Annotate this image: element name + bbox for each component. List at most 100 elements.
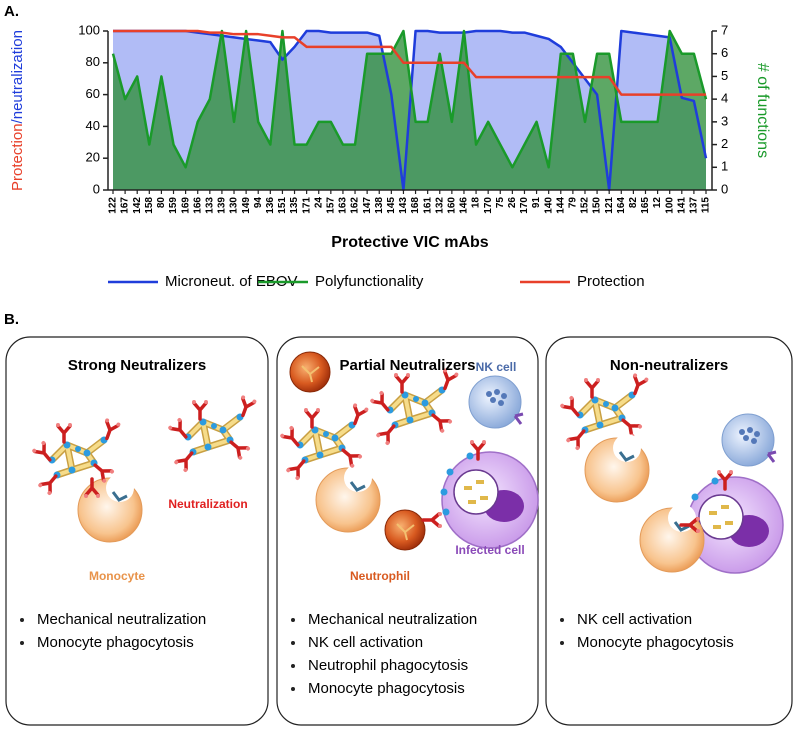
panel-box: [545, 336, 793, 726]
x-tick-label: 141: [676, 197, 687, 214]
panel-box: [5, 336, 269, 726]
bullet-text: Mechanical neutralization: [37, 611, 206, 628]
x-tick-label: 82: [628, 197, 639, 209]
x-tick-label: 161: [422, 197, 433, 214]
line: [113, 29, 708, 192]
panel-label: B.: [4, 311, 19, 328]
x-tick-label: 171: [301, 197, 312, 214]
x-tick-label: 145: [386, 197, 397, 214]
x-tick-label: 115: [701, 197, 712, 214]
y-tick-label: 40: [86, 118, 100, 133]
bullet-text: Monocyte phagocytosis: [37, 634, 194, 651]
y2-tick-label: 4: [721, 91, 728, 106]
x-tick-label: 163: [338, 197, 349, 214]
x-tick-label: 158: [144, 197, 155, 214]
x-tick-label: 139: [217, 197, 228, 214]
bullet-text: Neutrophil phagocytosis: [308, 657, 468, 674]
bullet-dot: [291, 618, 295, 622]
y-axis-label: Protection/neutralization: [9, 30, 26, 191]
y2-axis-label: # of functions: [754, 63, 771, 158]
x-tick-label: 133: [204, 197, 215, 214]
illustration: [31, 351, 784, 574]
cell-label: NK cell: [476, 360, 517, 374]
legend-label: Microneut. of EBOV: [165, 273, 298, 290]
x-tick-label: 165: [640, 197, 651, 214]
x-tick-label: 149: [241, 197, 252, 214]
panel-title: Strong Neutralizers: [68, 357, 206, 374]
line: [113, 29, 706, 96]
x-tick-label: 91: [531, 197, 542, 209]
bullet-dot: [291, 641, 295, 645]
x-tick-label: 152: [580, 197, 591, 214]
y-tick-label: 100: [78, 22, 100, 37]
x-tick-label: 151: [277, 197, 288, 214]
legend-label: Polyfunctionality: [315, 273, 424, 290]
line: [111, 29, 708, 169]
x-tick-label: 166: [192, 197, 203, 214]
y-axis-label-part: /neutralization: [9, 30, 26, 123]
y2-tick-label: 1: [721, 159, 728, 174]
x-tick-label: 122: [108, 197, 119, 214]
x-tick-label: 168: [410, 197, 421, 214]
cell-label: Neutrophil: [350, 569, 410, 583]
y-axis-label-part: Protection: [9, 123, 26, 191]
bullet-text: Monocyte phagocytosis: [308, 680, 465, 697]
y-tick-label: 60: [86, 86, 100, 101]
legend-label: Protection: [577, 273, 645, 290]
cell-label: Neutralization: [168, 497, 247, 511]
x-tick-label: 136: [265, 197, 276, 214]
y2-tick-label: 0: [721, 181, 728, 196]
y2-tick-label: 7: [721, 22, 728, 37]
x-tick-label: 138: [374, 197, 385, 214]
y2-tick-label: 2: [721, 136, 728, 151]
y-tick-label: 80: [86, 54, 100, 69]
x-tick-label: 140: [543, 197, 554, 214]
x-tick-label: 24: [313, 197, 324, 209]
x-tick-label: 121: [604, 197, 615, 214]
y-tick-label: 20: [86, 150, 100, 165]
panel-title: Partial Neutralizers: [340, 357, 476, 374]
bullet-dot: [20, 618, 24, 622]
x-tick-label: 164: [616, 197, 627, 214]
cell-label: Monocyte: [89, 569, 145, 583]
x-tick-label: 79: [568, 197, 579, 209]
panel-box: [276, 336, 539, 726]
x-tick-label: 135: [289, 197, 300, 214]
x-tick-label: 130: [229, 197, 240, 214]
bullet-dot: [291, 687, 295, 691]
x-tick-label: 170: [519, 197, 530, 214]
y-tick-label: 0: [93, 181, 100, 196]
x-tick-label: 143: [398, 197, 409, 214]
x-tick-label: 12: [652, 197, 663, 209]
x-tick-label: 150: [592, 197, 603, 214]
panel-label: A.: [4, 3, 19, 20]
bullet-dot: [291, 664, 295, 668]
x-tick-label: 159: [168, 197, 179, 214]
bullet-dot: [560, 618, 564, 622]
bullet-dot: [560, 641, 564, 645]
x-tick-label: 170: [483, 197, 494, 214]
x-tick-label: 169: [180, 197, 191, 214]
x-tick-label: 100: [664, 197, 675, 214]
x-tick-label: 157: [325, 197, 336, 214]
x-tick-label: 167: [120, 197, 131, 214]
y2-tick-label: 5: [721, 68, 728, 83]
x-tick-label: 144: [555, 197, 566, 214]
cell-label: Infected cell: [455, 543, 524, 557]
x-tick-label: 137: [689, 197, 700, 214]
x-tick-label: 132: [434, 197, 445, 214]
x-tick-label: 80: [156, 197, 167, 209]
bullet-dot: [20, 641, 24, 645]
bullet-text: Mechanical neutralization: [308, 611, 477, 628]
x-tick-label: 75: [495, 197, 506, 209]
x-tick-label: 160: [446, 197, 457, 214]
bullet-text: NK cell activation: [308, 634, 423, 651]
panel-text: Strong Neutralizers Mechanical neutraliza…: [20, 357, 734, 697]
bullet-text: NK cell activation: [577, 611, 692, 628]
x-tick-label: 146: [459, 197, 470, 214]
bullet-text: Monocyte phagocytosis: [577, 634, 734, 651]
x-tick-label: 147: [362, 197, 373, 214]
x-tick-label: 162: [350, 197, 361, 214]
x-tick-label: 142: [132, 197, 143, 214]
